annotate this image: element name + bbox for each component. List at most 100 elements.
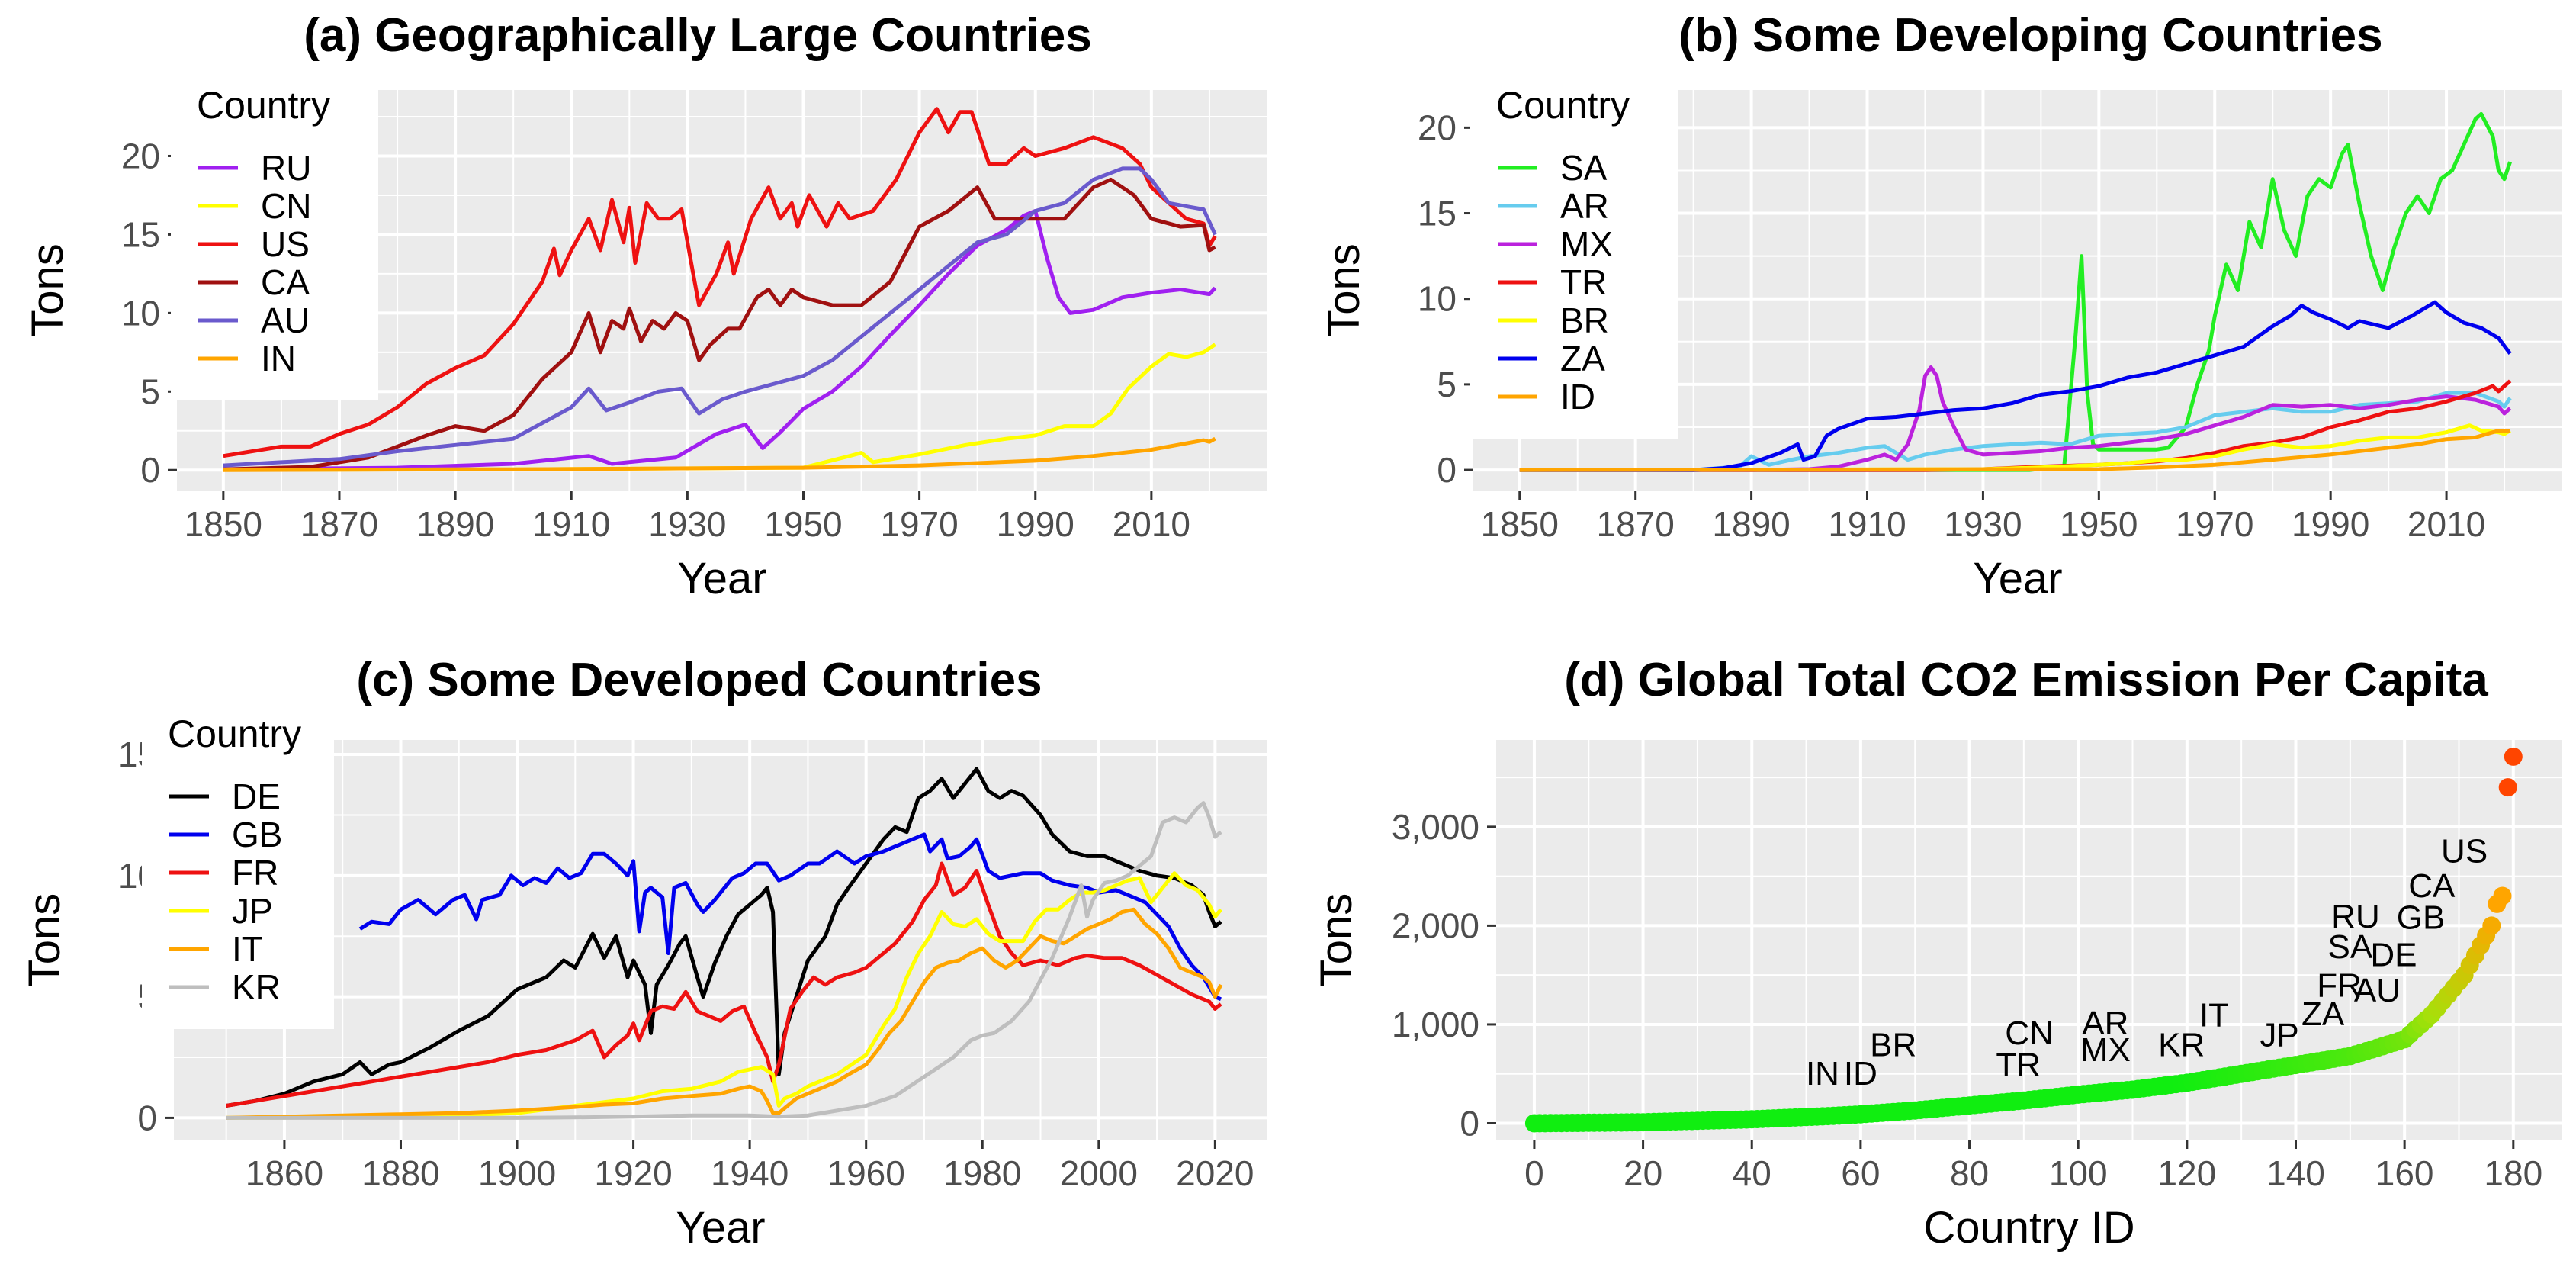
legend-label: DE [232,777,281,816]
x-axis-title: Year [677,554,766,603]
x-tick-label: 80 [1950,1153,1989,1193]
y-tick-label: 10 [1418,279,1457,319]
y-axis-title: Tons [1319,243,1369,337]
legend-label: BR [1560,301,1609,340]
legend-label: AR [1560,186,1609,226]
legend-label: JP [232,891,273,931]
x-tick-label: 1930 [1944,504,2022,544]
series-line-cn [223,343,1216,472]
point-label: IN [1806,1055,1839,1092]
panel-title: (a) Geographically Large Countries [304,9,1092,62]
x-axis-title: Year [676,1203,765,1253]
series-line-ru [223,209,1217,471]
point-label: CN [2005,1015,2054,1052]
series-line-fr [226,861,1222,1108]
point-label: SA [2327,928,2372,966]
y-tick-label: 1,000 [1392,1005,1479,1044]
x-tick-label: 1990 [2292,504,2369,544]
x-tick-label: 2010 [1113,504,1190,544]
point-label: MX [2080,1031,2131,1069]
series-line-gb [358,832,1222,1002]
series-line-br [1519,423,2511,472]
legend-label: IT [232,929,263,969]
panel-title: (d) Global Total CO2 Emission Per Capita [1564,654,2488,706]
point-label: FR [2317,967,2362,1005]
x-tick-label: 60 [1841,1153,1880,1193]
point-label: DE [2370,937,2417,974]
x-tick-label: 1990 [997,504,1074,544]
series-line-za [1519,300,2512,472]
x-tick-label: 1950 [2060,504,2138,544]
y-axis-title: Tons [1312,893,1361,987]
y-axis-title: Tons [20,893,69,987]
x-tick-label: 1970 [2176,504,2253,544]
x-tick-label: 1890 [416,504,494,544]
x-axis-title: Country ID [1923,1203,2134,1253]
point-label: RU [2331,898,2380,935]
x-tick-label: 0 [1524,1153,1544,1193]
legend-box [171,76,378,400]
data-point [2493,886,2512,905]
series-line-jp [226,871,1222,1120]
series-line-de [226,767,1222,1108]
data-point [2482,916,2501,935]
point-label: AU [2354,972,2401,1009]
y-tick-label: 20 [1418,108,1457,147]
x-tick-label: 20 [1624,1153,1662,1193]
series-line-id [1519,429,2510,472]
legend-label: CA [261,262,310,302]
x-tick-label: 1960 [827,1153,905,1193]
legend-label: GB [232,815,282,854]
series-line-in [223,436,1216,472]
point-label: GB [2397,899,2446,936]
legend-label: MX [1560,224,1613,264]
point-label: KR [2158,1026,2205,1063]
x-tick-label: 1850 [1481,504,1559,544]
x-tick-label: 1910 [532,504,610,544]
point-label: ZA [2301,996,2345,1033]
plot-background [1496,740,2562,1140]
y-tick-label: 5 [1437,365,1457,404]
plot-background [174,740,1267,1140]
x-tick-label: 1970 [880,504,958,544]
panel-b: 1850 1870 1890 1910 1930 1950 1970 1990 2010 0 5 10… [1319,9,2562,603]
y-tick-label: 15 [1418,194,1457,233]
y-tick-label: 20 [121,136,160,175]
point-label: IT [2199,997,2229,1034]
x-tick-label: 1980 [943,1153,1021,1193]
x-tick-label: 1870 [1597,504,1675,544]
x-tick-label: 1870 [300,504,378,544]
series-line-au [223,166,1217,468]
legend-label: FR [232,853,278,893]
x-tick-label: 1880 [361,1153,439,1193]
legend-label: ID [1560,377,1595,417]
legend-label: AU [261,301,310,340]
legend-title: Country [197,84,330,127]
data-point [2504,747,2523,766]
y-tick-label: 0 [1460,1103,1479,1143]
point-label: US [2441,833,2488,870]
series-line-ca [223,177,1216,471]
legend-label: ZA [1560,339,1605,378]
data-point [2498,778,2517,797]
legend-label: SA [1560,148,1608,188]
point-label: BR [1870,1026,1916,1063]
point-label: ID [1844,1055,1877,1092]
legend-box [142,705,334,1029]
series-line-it [226,907,1223,1120]
legend-box [1470,76,1678,439]
legend-label: RU [261,148,311,188]
y-tick-label: 0 [140,450,160,490]
panel-a: 1850 1870 1890 1910 1930 1950 1970 1990 2010 0 5 10… [23,9,1267,603]
x-tick-label: 1890 [1712,504,1790,544]
x-tick-label: 1940 [711,1153,789,1193]
x-tick-label: 1950 [764,504,842,544]
legend-label: KR [232,967,281,1007]
x-tick-label: 2010 [2407,504,2485,544]
x-tick-label: 140 [2266,1153,2325,1193]
x-tick-label: 100 [2049,1153,2108,1193]
x-tick-label: 1920 [594,1153,672,1193]
panel-c: 1860188019001920194019601980200020200510… [20,654,1267,1253]
